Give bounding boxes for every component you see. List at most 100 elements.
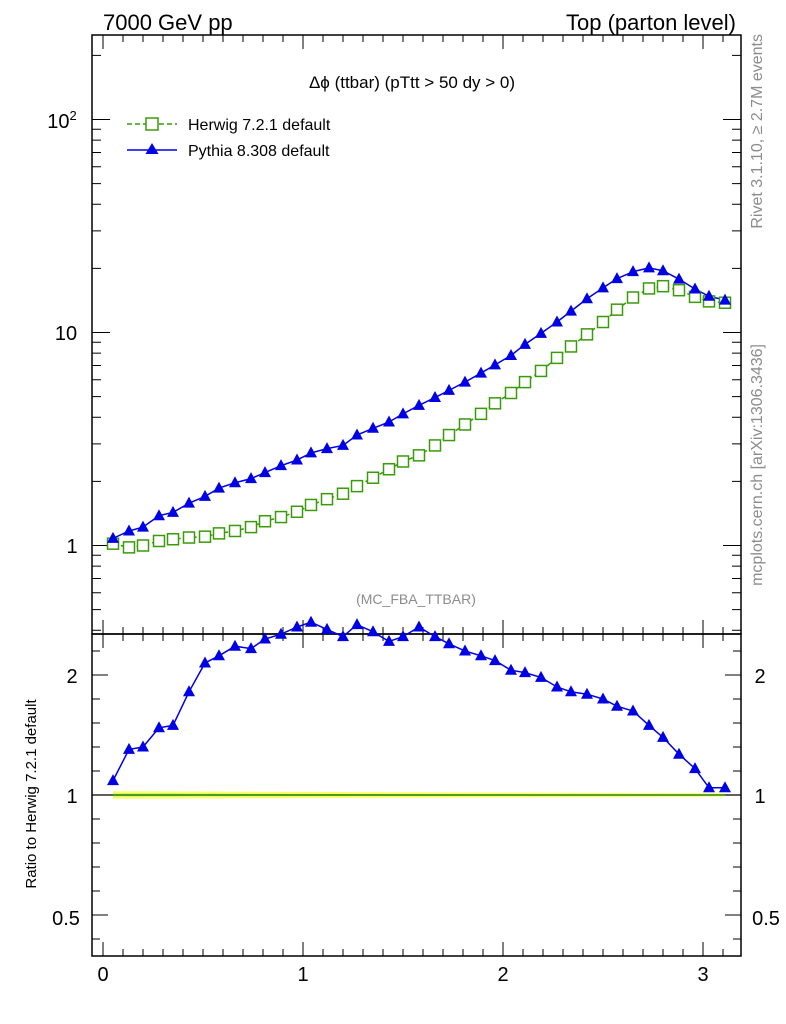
herwig-point — [656, 279, 670, 293]
pythia-ratio-point — [167, 718, 179, 730]
herwig-point — [274, 510, 288, 524]
pythia-point — [383, 415, 395, 427]
xtick-label-3: 3 — [697, 964, 708, 986]
pythia-ratio-point — [413, 620, 425, 632]
pythia-point — [123, 524, 135, 536]
pythia-ratio-point — [551, 680, 563, 692]
xtick-label-2: 2 — [497, 964, 508, 986]
main-series-layer — [106, 261, 732, 554]
pythia-point — [535, 326, 547, 338]
ytick-label-100: 102 — [47, 108, 76, 133]
pythia-ratio-point — [565, 685, 577, 697]
xtick-label-1: 1 — [297, 964, 308, 986]
pythia-ratio-point — [229, 639, 241, 651]
pythia-ratio-point — [183, 685, 195, 697]
pythia-point — [259, 466, 271, 478]
plot-title: Δϕ (ttbar) (pTtt > 50 dy > 0) — [309, 73, 515, 92]
herwig-point — [488, 397, 502, 410]
pythia-ratio-point — [351, 618, 363, 630]
pythia-ratio-point — [703, 781, 715, 793]
pythia-ratio-point — [643, 718, 655, 730]
pythia-point — [305, 446, 317, 458]
herwig-point — [610, 303, 624, 316]
legend-herwig-label: Herwig 7.2.1 default — [188, 117, 331, 134]
pythia-point — [551, 315, 563, 327]
pythia-ratio-point — [429, 630, 441, 642]
rivet-version-label: Rivet 3.1.10, ≥ 2.7M events — [749, 34, 766, 229]
herwig-point — [152, 534, 166, 548]
herwig-point — [672, 283, 686, 297]
pythia-ratio-point — [673, 747, 685, 759]
herwig-point — [518, 375, 532, 389]
pythia-point — [443, 383, 455, 395]
pythia-ratio-point — [505, 663, 517, 675]
analysis-tag: (MC_FBA_TTBAR) — [356, 591, 476, 607]
herwig-point — [182, 531, 196, 544]
legend-pythia-marker — [145, 143, 159, 154]
herwig-point — [336, 487, 350, 500]
herwig-point — [564, 340, 578, 353]
pythia-ratio-point — [259, 632, 271, 644]
pythia-ratio-point — [627, 704, 639, 716]
main-axis-ticks — [92, 54, 741, 631]
header-right-label: Top (parton level) — [566, 10, 736, 35]
pythia-point — [107, 531, 119, 543]
pythia-ratio-point — [519, 666, 531, 678]
herwig-point — [244, 520, 258, 534]
herwig-point — [626, 291, 640, 304]
herwig-point — [534, 364, 548, 378]
herwig-point — [350, 479, 364, 493]
pythia-point — [689, 282, 701, 294]
pythia-ratio-point — [719, 781, 731, 793]
herwig-point — [366, 471, 380, 485]
pythia-point — [673, 272, 685, 284]
herwig-point — [550, 351, 564, 365]
herwig-point — [642, 282, 656, 295]
herwig-point — [320, 492, 334, 506]
herwig-point — [122, 541, 136, 554]
herwig-point — [596, 315, 610, 329]
pythia-ratio-point — [213, 649, 225, 661]
pythia-point — [183, 496, 195, 508]
herwig-point — [396, 455, 410, 468]
header-left-label: 7000 GeV pp — [103, 10, 233, 35]
herwig-point — [258, 514, 272, 528]
pythia-ratio-point — [397, 630, 409, 642]
legend-pythia-label: Pythia 8.308 default — [188, 143, 330, 160]
legend: Herwig 7.2.1 default Pythia 8.308 defaul… — [127, 117, 331, 160]
pythia-point — [397, 407, 409, 419]
herwig-point — [290, 505, 304, 519]
pythia-ratio-point — [535, 670, 547, 682]
herwig-point — [136, 539, 150, 552]
herwig-point — [428, 439, 442, 452]
ratio-y-axis-label: Ratio to Herwig 7.2.1 default — [23, 699, 40, 889]
pythia-ratio-point — [199, 656, 211, 668]
pythia-ratio-point — [611, 699, 623, 711]
pythia-point — [351, 428, 363, 440]
herwig-point — [382, 463, 396, 476]
pythia-point — [291, 453, 303, 465]
ratio-ytick-right-05: 0.5 — [752, 908, 780, 930]
pythia-point — [337, 438, 349, 450]
pythia-ratio-point — [459, 644, 471, 656]
pythia-point — [199, 489, 211, 501]
herwig-point — [504, 386, 518, 400]
herwig-point — [474, 407, 488, 421]
herwig-point — [412, 449, 426, 462]
pythia-point — [519, 337, 531, 349]
pythia-point — [627, 265, 639, 277]
herwig-point — [228, 524, 242, 538]
pythia-ratio-point — [291, 620, 303, 632]
pythia-point — [505, 348, 517, 360]
herwig-point — [442, 428, 456, 442]
pythia-ratio-point — [245, 642, 257, 654]
pythia-point — [213, 481, 225, 493]
pythia-point — [581, 292, 593, 304]
pythia-point — [657, 264, 669, 276]
pythia-point — [597, 281, 609, 293]
pythia-point — [137, 520, 149, 532]
pythia-ratio-point — [153, 721, 165, 733]
pythia-ratio-point — [137, 740, 149, 752]
pythia-ratio-point — [367, 625, 379, 637]
